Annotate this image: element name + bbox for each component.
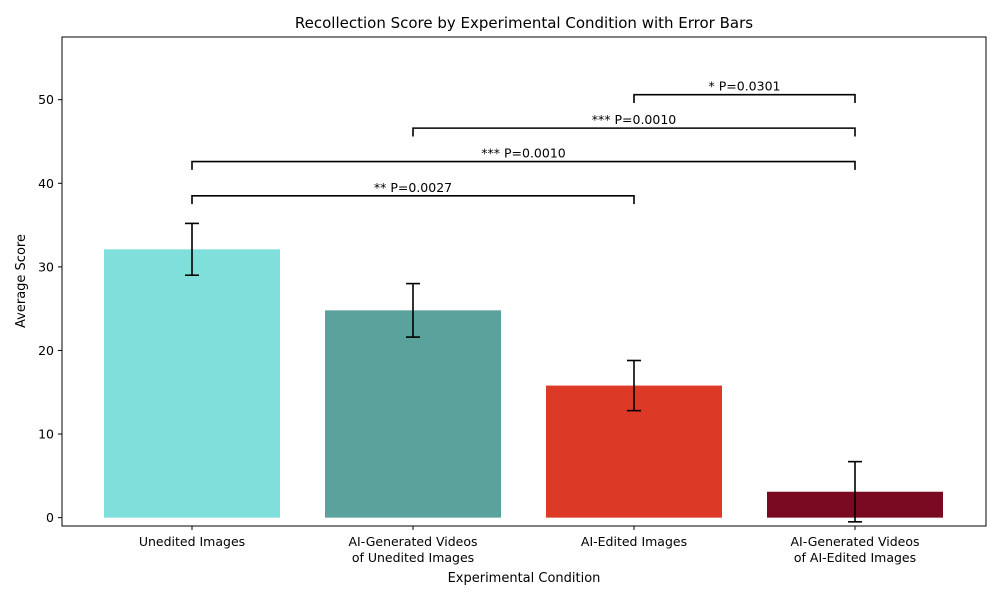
significance-label-2: *** P=0.0010 — [481, 146, 566, 161]
y-axis: 0 10 20 30 40 50 — [38, 92, 62, 525]
y-tick-label-10: 10 — [38, 427, 54, 442]
x-tick-label-line: AI-Generated Videos — [348, 534, 477, 549]
y-tick-label-0: 0 — [46, 510, 54, 525]
x-tick-label-line: AI-Generated Videos — [790, 534, 919, 549]
bars-layer — [104, 249, 943, 518]
x-tick-label-line: of Unedited Images — [352, 550, 474, 565]
bar-2 — [325, 310, 501, 518]
error-bars-layer — [185, 222, 862, 523]
significance-label-3: *** P=0.0010 — [592, 112, 677, 127]
y-tick-label-50: 50 — [38, 92, 54, 107]
chart-title: Recollection Score by Experimental Condi… — [295, 14, 753, 32]
x-tick-label-1: Unedited Images — [139, 534, 245, 549]
x-tick-label-4: AI-Generated Videos of AI-Edited Images — [790, 534, 919, 565]
y-axis-label: Average Score — [14, 234, 29, 328]
y-tick-label-40: 40 — [38, 176, 54, 191]
x-tick-label-line: AI-Edited Images — [581, 534, 687, 549]
x-tick-label-line: Unedited Images — [139, 534, 245, 549]
x-axis: Unedited Images AI-Generated Videos of Une… — [139, 526, 920, 565]
x-tick-label-line: of AI-Edited Images — [794, 550, 916, 565]
y-tick-label-20: 20 — [38, 343, 54, 358]
significance-label-4: * P=0.0301 — [709, 79, 781, 94]
x-axis-label: Experimental Condition — [448, 571, 601, 586]
plot-area-frame — [61, 36, 987, 527]
significance-label-1: ** P=0.0027 — [374, 180, 452, 195]
y-tick-label-30: 30 — [38, 259, 54, 274]
bar-1 — [104, 249, 280, 518]
significance-bracket-4 — [633, 93, 856, 104]
significance-bracket-2 — [191, 160, 856, 170]
significance-layer: ** P=0.0027 *** P=0.0010 *** P=0.0010 * P=0… — [191, 79, 856, 205]
x-tick-label-3: AI-Edited Images — [581, 534, 687, 549]
significance-bracket-3 — [412, 127, 856, 137]
significance-bracket-1 — [191, 195, 635, 205]
x-tick-label-2: AI-Generated Videos of Unedited Images — [348, 534, 477, 565]
